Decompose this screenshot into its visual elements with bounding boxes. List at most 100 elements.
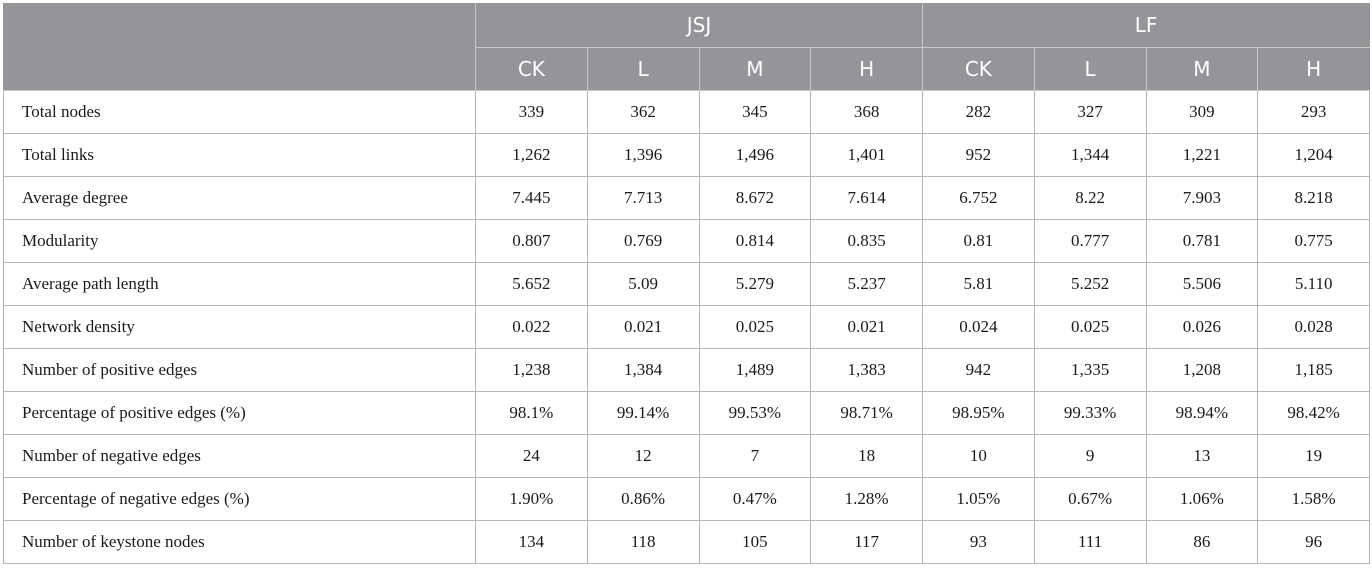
table-cell: 345 (698, 90, 812, 134)
table-row: Network density 0.022 0.021 0.025 0.021 0.024… (3, 305, 1371, 349)
table-cell: 98.95% (922, 391, 1035, 435)
row-label: Number of keystone nodes (3, 520, 476, 564)
table-cell: 1,238 (475, 348, 588, 392)
table-cell: 98.94% (1145, 391, 1259, 435)
subheader-cell: L (1033, 47, 1147, 91)
table-cell: 98.1% (475, 391, 588, 435)
table-cell: 368 (810, 90, 923, 134)
table-cell: 7.903 (1145, 176, 1259, 220)
table-row: Number of negative edges 24 12 7 18 10 9 13 19 (3, 434, 1371, 478)
table-row: Total nodes 339 362 345 368 282 327 309 293 (3, 90, 1371, 134)
table-cell: 327 (1033, 90, 1147, 134)
table-cell: 1,262 (475, 133, 588, 177)
table-cell: 1,335 (1033, 348, 1147, 392)
table-cell: 5.252 (1033, 262, 1147, 306)
row-label: Modularity (3, 219, 476, 263)
row-label: Number of positive edges (3, 348, 476, 392)
table-cell: 952 (922, 133, 1035, 177)
subheader-cell: H (1257, 47, 1371, 91)
table-cell: 18 (810, 434, 923, 478)
row-label: Average path length (3, 262, 476, 306)
group-header-jsj: JSJ (475, 3, 923, 48)
table-row: Average degree 7.445 7.713 8.672 7.614 6.752 8… (3, 176, 1371, 220)
table-cell: 0.025 (698, 305, 812, 349)
table-cell: 362 (586, 90, 700, 134)
table-cell: 282 (922, 90, 1035, 134)
table-cell: 13 (1145, 434, 1259, 478)
network-properties-table: JSJ LF CK L M H CK L M H Total nodes 339 3… (3, 3, 1371, 564)
table-cell: 1,489 (698, 348, 812, 392)
subheader-cell: M (1145, 47, 1259, 91)
table-cell: 8.218 (1257, 176, 1371, 220)
subheader-cell: L (586, 47, 700, 91)
table-cell: 1,496 (698, 133, 812, 177)
table-cell: 1,396 (586, 133, 700, 177)
table-cell: 1,383 (810, 348, 923, 392)
table-row: Average path length 5.652 5.09 5.279 5.237 5.… (3, 262, 1371, 306)
table-cell: 0.021 (586, 305, 700, 349)
table-cell: 5.09 (586, 262, 700, 306)
table-cell: 111 (1033, 520, 1147, 564)
table-cell: 0.81 (922, 219, 1035, 263)
table-cell: 0.024 (922, 305, 1035, 349)
table-cell: 1.28% (810, 477, 923, 521)
table-cell: 8.672 (698, 176, 812, 220)
table-cell: 6.752 (922, 176, 1035, 220)
table-row: Percentage of negative edges (%) 1.90% 0.8… (3, 477, 1371, 521)
table-cell: 0.86% (586, 477, 700, 521)
table-cell: 5.110 (1257, 262, 1371, 306)
table-cell: 86 (1145, 520, 1259, 564)
row-label: Number of negative edges (3, 434, 476, 478)
table-row: Percentage of positive edges (%) 98.1% 99.… (3, 391, 1371, 435)
table-cell: 99.33% (1033, 391, 1147, 435)
subheader-cell: CK (475, 47, 588, 91)
row-label: Average degree (3, 176, 476, 220)
table-cell: 0.769 (586, 219, 700, 263)
table-cell: 1,344 (1033, 133, 1147, 177)
subheader-row: CK L M H CK L M H (4, 47, 1371, 91)
table-cell: 99.53% (698, 391, 812, 435)
table-cell: 1,185 (1257, 348, 1371, 392)
table-cell: 0.025 (1033, 305, 1147, 349)
table-row: Modularity 0.807 0.769 0.814 0.835 0.81 0.777 0… (3, 219, 1371, 263)
table-cell: 7 (698, 434, 812, 478)
table-header: JSJ LF CK L M H CK L M H (3, 3, 1371, 91)
row-label: Total links (3, 133, 476, 177)
table-cell: 0.028 (1257, 305, 1371, 349)
table-row: Number of keystone nodes 134 118 105 117 93 11… (3, 520, 1371, 564)
table-cell: 5.506 (1145, 262, 1259, 306)
table-cell: 1.58% (1257, 477, 1371, 521)
group-header-row: JSJ LF (3, 3, 1371, 91)
subheader-cell: H (810, 47, 923, 91)
table-cell: 1,384 (586, 348, 700, 392)
table-cell: 93 (922, 520, 1035, 564)
table-cell: 0.022 (475, 305, 588, 349)
table-cell: 10 (922, 434, 1035, 478)
table-cell: 8.22 (1033, 176, 1147, 220)
table-cell: 7.445 (475, 176, 588, 220)
table-cell: 7.614 (810, 176, 923, 220)
table-cell: 7.713 (586, 176, 700, 220)
table-cell: 134 (475, 520, 588, 564)
table-cell: 1,204 (1257, 133, 1371, 177)
table-cell: 339 (475, 90, 588, 134)
subheader-cell: CK (922, 47, 1035, 91)
table-cell: 0.814 (698, 219, 812, 263)
table-cell: 24 (475, 434, 588, 478)
table-cell: 5.237 (810, 262, 923, 306)
table-cell: 293 (1257, 90, 1371, 134)
group-header-lf: LF (921, 3, 1371, 48)
table-cell: 5.279 (698, 262, 812, 306)
row-label: Percentage of negative edges (%) (3, 477, 476, 521)
table-cell: 98.71% (810, 391, 923, 435)
table-cell: 99.14% (586, 391, 700, 435)
table-cell: 0.775 (1257, 219, 1371, 263)
table-cell: 0.777 (1033, 219, 1147, 263)
table-cell: 1,221 (1145, 133, 1259, 177)
table-cell: 105 (698, 520, 812, 564)
row-label: Percentage of positive edges (%) (3, 391, 476, 435)
table-cell: 118 (586, 520, 700, 564)
table-cell: 117 (810, 520, 923, 564)
table-cell: 1,208 (1145, 348, 1259, 392)
table-row: Total links 1,262 1,396 1,496 1,401 952 1,344 1… (3, 133, 1371, 177)
